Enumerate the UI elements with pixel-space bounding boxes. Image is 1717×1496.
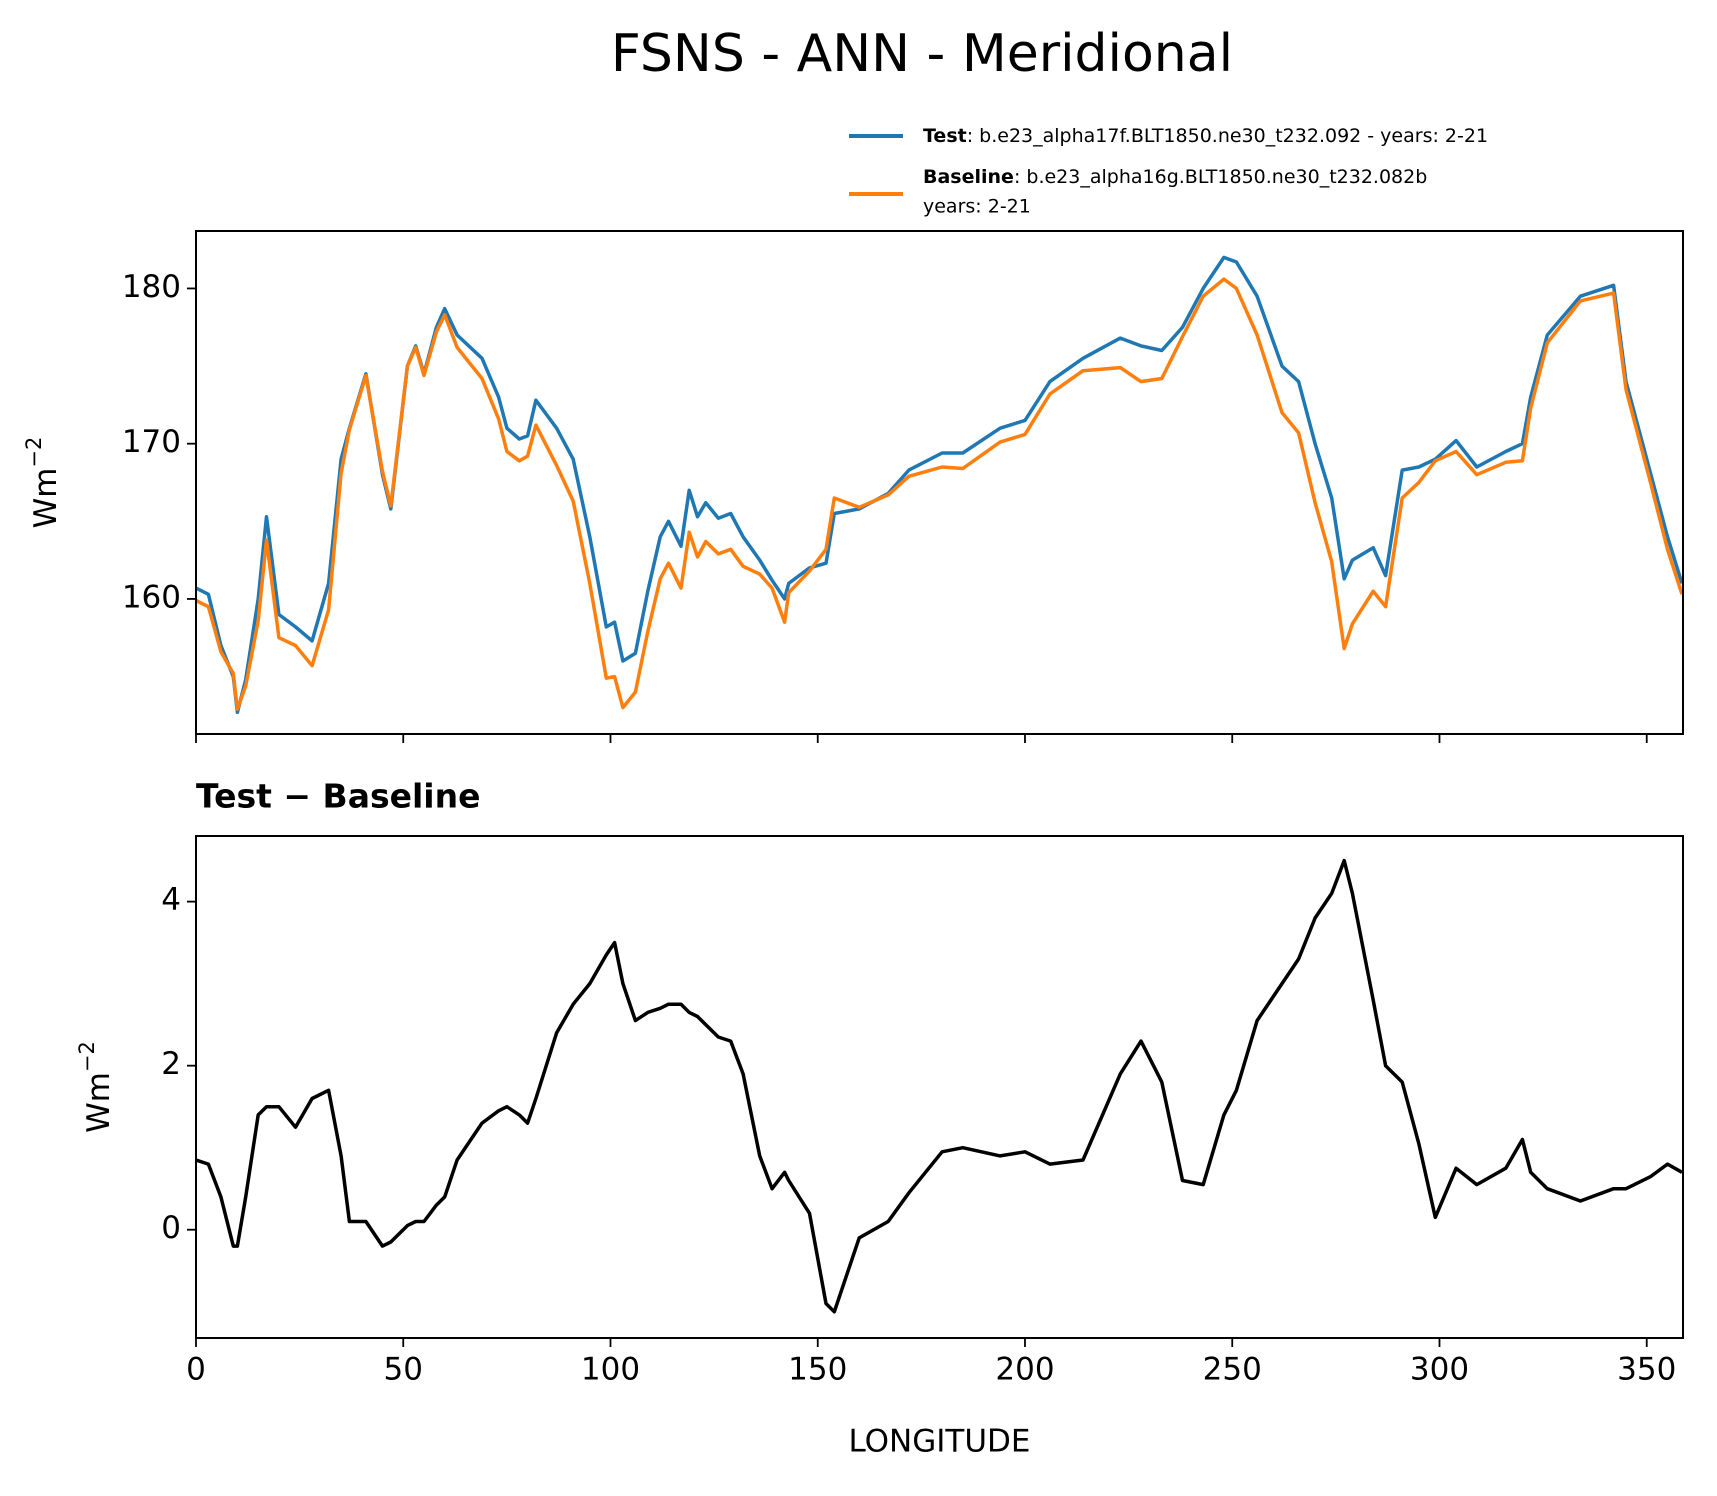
- plot-area: [196, 858, 1683, 1314]
- legend-text: : b.e23_alpha16g.BLT1850.ne30_t232.082b: [1014, 166, 1427, 188]
- y-tick-label: 4: [161, 882, 181, 918]
- y-tick-label: 170: [122, 424, 181, 460]
- y-axis-label-sup: −2: [22, 437, 46, 468]
- y-axis-label-sup: −2: [75, 1041, 99, 1072]
- series-line: [196, 858, 1683, 1314]
- y-tick-label: 0: [161, 1210, 181, 1246]
- legend-text: : b.e23_alpha17f.BLT1850.ne30_t232.092 -…: [967, 125, 1488, 147]
- x-tick-label: 300: [1410, 1352, 1469, 1388]
- y-axis-label-base: Wm: [81, 1072, 117, 1133]
- x-tick-label: 50: [384, 1352, 423, 1388]
- legend-label: years: 2-21: [923, 196, 1031, 218]
- x-tick-label: 350: [1617, 1352, 1676, 1388]
- plot-area: [196, 255, 1683, 715]
- y-tick-label: 160: [122, 579, 181, 615]
- y-axis-label: Wm−2: [75, 1041, 117, 1133]
- legend-name: Test: [923, 125, 967, 147]
- x-axis-label: LONGITUDE: [848, 1424, 1030, 1460]
- y-tick-label: 180: [122, 269, 181, 305]
- x-tick-label: 0: [186, 1352, 206, 1388]
- series-line: [196, 277, 1683, 711]
- y-axis-label: Wm−2: [22, 437, 64, 529]
- x-tick-label: 100: [581, 1352, 640, 1388]
- x-tick-label: 150: [788, 1352, 847, 1388]
- y-axis-label-base: Wm: [28, 468, 64, 529]
- legend-label: Baseline: b.e23_alpha16g.BLT1850.ne30_t2…: [923, 166, 1427, 188]
- x-tick-label: 250: [1203, 1352, 1262, 1388]
- axes-frame: [195, 835, 1684, 1339]
- legend-label: Test: b.e23_alpha17f.BLT1850.ne30_t232.0…: [923, 125, 1488, 147]
- axes-frame: [195, 230, 1684, 735]
- figure-title: FSNS - ANN - Meridional: [611, 24, 1233, 84]
- y-tick-label: 2: [161, 1046, 181, 1082]
- x-tick-label: 200: [995, 1352, 1054, 1388]
- legend-name: Baseline: [923, 166, 1014, 188]
- axes-title: Test − Baseline: [196, 777, 481, 816]
